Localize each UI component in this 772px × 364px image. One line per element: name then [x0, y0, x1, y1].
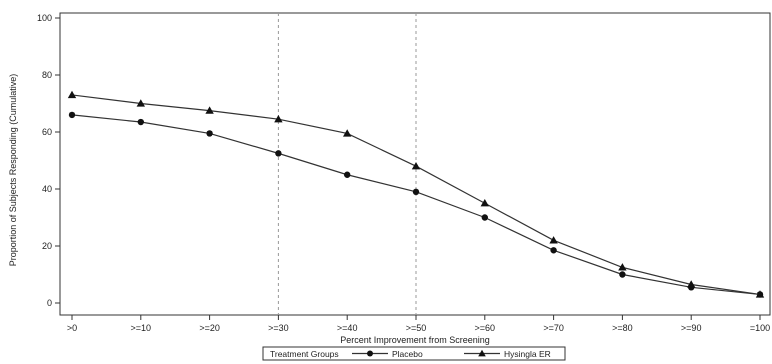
- data-point-triangle: [274, 114, 283, 123]
- y-axis-title: Proportion of Subjects Responding (Cumul…: [8, 74, 18, 267]
- x-tick-label: >=10: [131, 323, 152, 333]
- legend-label: Placebo: [392, 349, 423, 359]
- data-point-circle: [275, 150, 282, 157]
- legend: Treatment Groups Placebo Hysingla ER: [262, 346, 566, 361]
- legend-box: [262, 346, 566, 361]
- data-point-circle: [412, 188, 420, 196]
- y-tick-label: 60: [42, 127, 52, 137]
- data-point-triangle: [549, 236, 558, 244]
- legend-marker-triangle: [478, 349, 486, 357]
- y-tick-label: 40: [42, 184, 52, 194]
- data-point-circle: [619, 271, 626, 278]
- data-point-triangle: [411, 162, 421, 170]
- data-point-triangle: [67, 90, 77, 99]
- y-tick-label: 100: [37, 13, 52, 23]
- series-layer: [67, 90, 765, 298]
- legend-marker-circle: [367, 350, 373, 357]
- plot-frame: [59, 12, 771, 316]
- x-tick-label: =100: [750, 323, 770, 333]
- legend-title: Treatment Groups: [270, 349, 339, 359]
- series-hysingla-er: [67, 90, 765, 298]
- legend-label: Hysingla ER: [504, 349, 551, 359]
- data-point-triangle: [755, 290, 765, 298]
- data-point-circle: [344, 171, 351, 178]
- x-tick-label: >=30: [268, 323, 289, 333]
- x-tick-label: >=90: [681, 323, 702, 333]
- data-point-circle: [550, 247, 557, 254]
- data-point-triangle: [480, 199, 489, 207]
- data-point-circle: [481, 214, 488, 221]
- data-point-circle: [68, 111, 76, 119]
- axes: 0 20 40 60 80 100 >0 >=10 >=20 >=30 >=40 >=50 >=60 >=…: [37, 12, 771, 333]
- data-point-triangle: [205, 106, 214, 114]
- data-point-circle: [137, 118, 144, 126]
- y-tick-label: 20: [42, 241, 52, 251]
- data-point-triangle: [343, 129, 352, 137]
- y-tick-label: 0: [47, 298, 52, 308]
- data-point-triangle: [136, 99, 145, 107]
- x-tick-label: >0: [67, 323, 77, 333]
- x-tick-label: >=80: [612, 323, 633, 333]
- data-point-triangle: [687, 280, 696, 288]
- x-tick-label: >=20: [199, 323, 220, 333]
- x-tick-label: >=50: [406, 323, 427, 333]
- x-tick-label: >=70: [543, 323, 564, 333]
- x-axis-title: Percent Improvement from Screening: [340, 335, 490, 345]
- reference-lines: [277, 13, 417, 315]
- y-tick-label: 80: [42, 70, 52, 80]
- x-tick-label: >=60: [475, 323, 496, 333]
- data-point-circle: [206, 130, 213, 137]
- data-point-triangle: [618, 263, 627, 271]
- x-tick-label: >=40: [337, 323, 358, 333]
